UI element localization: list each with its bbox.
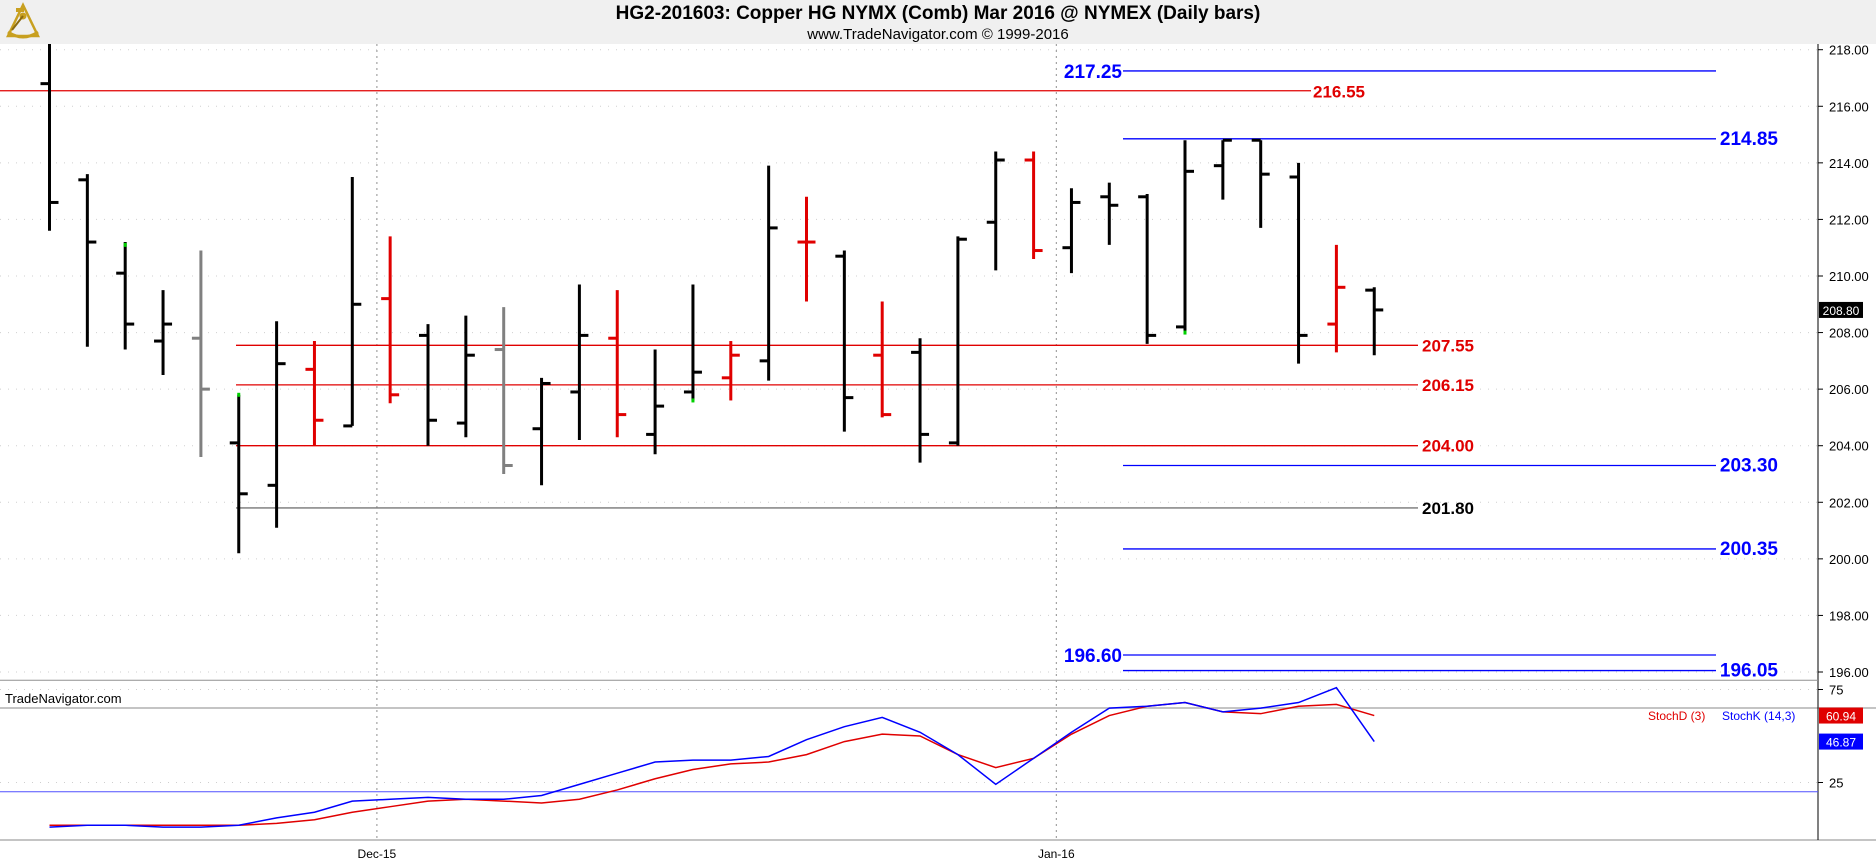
ohlc-bar <box>532 377 551 486</box>
ohlc-bar <box>1327 244 1346 353</box>
ohlc-bar <box>948 236 967 446</box>
last-price-box <box>1819 301 1863 318</box>
ohlc-bar <box>1100 182 1119 245</box>
level-label: 196.60 <box>1064 646 1122 667</box>
sextant-logo-icon <box>2 2 44 42</box>
stoch-last-box <box>1819 733 1863 750</box>
price-tick-label: 204.00 <box>1829 439 1869 454</box>
ohlc-bar <box>419 324 437 446</box>
price-tick-label: 212.00 <box>1829 212 1869 227</box>
price-tick-label: 216.00 <box>1829 99 1869 114</box>
stoch-tick-label: 75 <box>1829 683 1843 698</box>
price-tick-label: 198.00 <box>1829 608 1869 623</box>
price-panel <box>0 44 1876 702</box>
level-label: 200.35 <box>1720 539 1779 560</box>
ohlc-bar <box>1062 188 1081 274</box>
ohlc-bar <box>40 44 59 231</box>
ohlc-bar <box>570 284 589 441</box>
ohlc-bar <box>1213 138 1232 200</box>
ohlc-bar <box>191 250 210 458</box>
ohlc-bar <box>1138 193 1157 344</box>
ohlc-bar <box>1365 287 1384 356</box>
price-tick-label: 206.00 <box>1829 382 1869 397</box>
ohlc-bar <box>1024 151 1043 260</box>
ohlc-bar <box>797 196 816 302</box>
level-label: 204.00 <box>1422 437 1474 456</box>
chart-header: HG2-201603: Copper HG NYMX (Comb) Mar 20… <box>0 0 1876 44</box>
ohlc-bar <box>381 236 400 404</box>
legend-stochk: StochK (14,3) <box>1722 709 1795 723</box>
x-tick-label: Jan-16 <box>1038 847 1075 861</box>
ohlc-bar <box>154 290 173 375</box>
ohlc-bar <box>759 165 778 381</box>
price-tick-label: 210.00 <box>1829 269 1869 284</box>
ohlc-bar <box>873 301 892 418</box>
price-tick-label: 218.00 <box>1829 44 1869 58</box>
ohlc-bar <box>229 394 248 554</box>
level-label: 203.30 <box>1720 456 1778 477</box>
stoch-last-box <box>1819 707 1863 724</box>
price-chart: 217.25 216.55 214.85 207.55 206.15 204.00 203.… <box>0 44 1876 861</box>
last-price-label: 208.80 <box>1823 304 1860 318</box>
ohlc-bar <box>1251 138 1270 228</box>
ohlc-bar <box>456 315 475 438</box>
stoch-tick-label: 25 <box>1829 776 1843 791</box>
ohlc-bar <box>267 321 286 528</box>
ohlc-bar <box>305 341 324 446</box>
level-label: 217.25 <box>1064 62 1123 83</box>
level-label: 206.15 <box>1422 376 1474 395</box>
level-label: 201.80 <box>1422 499 1474 518</box>
x-tick-label: Dec-15 <box>358 847 397 861</box>
level-label: 207.55 <box>1422 336 1474 355</box>
price-tick-label: 196.00 <box>1829 665 1869 680</box>
watermark-text: TradeNavigator.com <box>5 691 122 706</box>
ohlc-bar <box>343 176 362 428</box>
ohlc-bar <box>1289 162 1308 364</box>
stoch-panel <box>0 712 1876 840</box>
price-tick-label: 200.00 <box>1829 552 1869 567</box>
ohlc-bar <box>78 174 97 347</box>
ohlc-bar <box>683 284 702 401</box>
ohlc-bar <box>986 151 1005 271</box>
stoch-series-line <box>49 686 1375 828</box>
ohlc-bar <box>646 349 665 455</box>
ohlc-bar <box>494 307 513 474</box>
ohlc-bar <box>1176 140 1194 333</box>
ohlc-bar <box>116 242 135 350</box>
stoch-last-label: 60.94 <box>1826 710 1856 724</box>
ohlc-bar <box>608 290 627 438</box>
level-label: 216.55 <box>1313 83 1365 102</box>
chart-title: HG2-201603: Copper HG NYMX (Comb) Mar 20… <box>615 3 1261 24</box>
copyright-text: www.TradeNavigator.com © 1999-2016 <box>807 26 1069 43</box>
ohlc-bar <box>835 250 854 432</box>
ohlc-bar <box>721 341 740 401</box>
level-label: 196.05 <box>1720 661 1779 682</box>
legend-stochd: StochD (3) <box>1648 709 1705 723</box>
price-tick-label: 214.00 <box>1829 156 1869 171</box>
price-tick-label: 202.00 <box>1829 495 1869 510</box>
level-label: 214.85 <box>1720 129 1779 150</box>
stoch-last-label: 46.87 <box>1826 736 1856 750</box>
price-tick-label: 208.00 <box>1829 326 1869 341</box>
ohlc-bar <box>911 338 930 463</box>
